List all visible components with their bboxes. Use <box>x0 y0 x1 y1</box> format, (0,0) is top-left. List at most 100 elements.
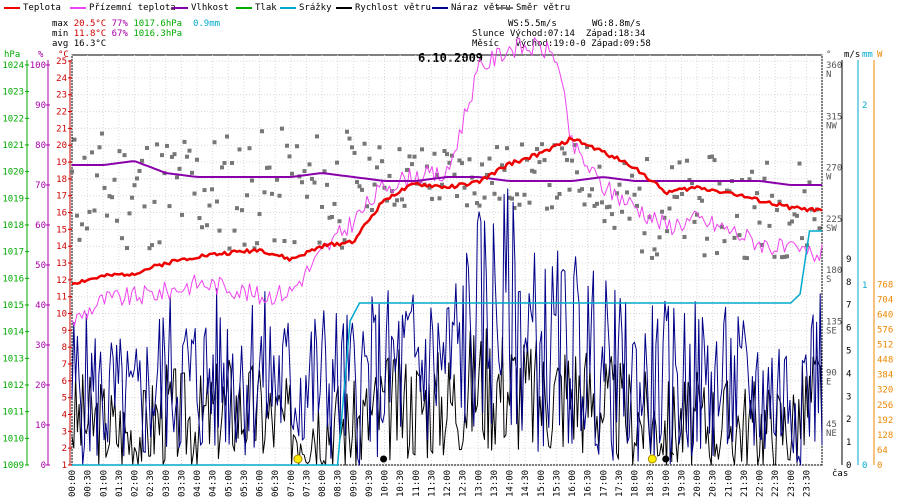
wind-direction-point <box>207 203 212 208</box>
wind-direction-point <box>192 191 197 196</box>
humidity-tick-label: 100 <box>30 61 46 71</box>
x-tick-label: 06:30 <box>271 470 281 497</box>
legend-label: Teplota <box>23 3 61 13</box>
pressure-tick-label: 1014 <box>2 328 24 338</box>
wind-direction-point <box>145 145 149 150</box>
wind-direction-point <box>642 231 647 236</box>
wind-direction-point <box>292 240 297 245</box>
wind-direction-point <box>327 215 332 220</box>
temperature-tick-label: 12 <box>56 276 67 286</box>
wind-direction-point <box>580 187 584 192</box>
wind-direction-point <box>230 161 234 166</box>
x-tick-label: 05:00 <box>224 470 234 497</box>
wind-direction-point <box>460 161 464 166</box>
wind-direction-point <box>257 212 262 217</box>
legend-item: Vlhkost <box>172 2 229 14</box>
temperature-tick-label: 11 <box>56 293 67 303</box>
x-tick-label: 14:30 <box>521 470 531 497</box>
temperature-tick-label: 5 <box>62 394 67 404</box>
x-tick-label: 09:00 <box>349 470 359 497</box>
wind-direction-point <box>650 255 654 260</box>
wind-direction-point <box>102 185 107 190</box>
solar-tick-label: 512 <box>877 341 893 351</box>
x-tick-label: 10:00 <box>381 470 391 497</box>
wind-direction-point <box>75 213 79 218</box>
wind-direction-point <box>800 236 804 241</box>
wind-direction-point <box>275 177 279 182</box>
moonset-time: Západ:09:58 <box>591 39 651 49</box>
humidity-tick-label: 10 <box>35 421 46 431</box>
wind-direction-point <box>250 178 254 183</box>
wind-direction-point <box>547 183 552 188</box>
humidity-tick-label: 50 <box>35 261 46 271</box>
x-tick-label: 02:30 <box>146 470 156 497</box>
wind-direction-point <box>505 146 509 151</box>
wind-tick-label: 2 <box>846 415 851 425</box>
direction-tick-label: NW <box>826 121 837 131</box>
x-tick-label: 23:30 <box>802 470 812 497</box>
wind-direction-point <box>372 182 377 187</box>
wind-direction-point <box>725 188 729 193</box>
wind-speed-stat: WS:5.5m/s <box>508 19 557 29</box>
temperature-tick-label: 23 <box>56 91 67 101</box>
pressure-tick-label: 1015 <box>2 301 24 311</box>
temperature-tick-label: 25 <box>56 57 67 67</box>
pressure-tick-label: 1022 <box>2 114 24 124</box>
wind-direction-point <box>702 253 707 258</box>
wind-direction-point <box>540 142 544 147</box>
x-tick-label: 12:00 <box>443 470 453 497</box>
x-tick-label: 01:00 <box>99 470 109 497</box>
wind-direction-point <box>652 247 657 252</box>
wind-direction-point <box>115 218 119 223</box>
sun-row: Slunce Východ:07:14 Západ:18:34 <box>472 29 645 39</box>
wind-direction-point <box>790 219 794 224</box>
wind-direction-point <box>530 168 534 173</box>
solar-axis-unit: W <box>877 50 883 60</box>
direction-tick-label: 135 <box>826 317 842 327</box>
wind-direction-point <box>582 202 587 207</box>
x-tick-label: 13:30 <box>490 470 500 497</box>
wind-tick-label: 4 <box>846 369 851 379</box>
wind-direction-point <box>680 191 684 196</box>
wind-direction-point <box>202 188 207 193</box>
wind-direction-point <box>362 141 367 146</box>
wind-direction-point <box>342 238 347 243</box>
solar-tick-label: 448 <box>877 356 893 366</box>
wind-direction-point <box>132 183 137 188</box>
wind-direction-point <box>147 246 152 251</box>
pressure-tick-label: 1019 <box>2 194 24 204</box>
wind-direction-point <box>735 213 739 218</box>
wind-direction-point <box>130 195 134 200</box>
wind-direction-point <box>532 169 537 174</box>
pressure-tick-label: 1017 <box>2 248 24 258</box>
wind-direction-point <box>592 203 597 208</box>
wind-direction-point <box>150 243 154 248</box>
wind-direction-point <box>560 146 564 151</box>
wind-tick-label: 6 <box>846 324 851 334</box>
rain-tick-label: 1 <box>862 281 867 291</box>
wind-direction-point <box>152 199 157 204</box>
wind-direction-point <box>212 140 217 145</box>
solar-tick-label: 576 <box>877 325 893 335</box>
wind-gust-stat: WG:8.8m/s <box>592 19 641 29</box>
wind-direction-point <box>355 180 359 185</box>
wind-direction-point <box>197 216 202 221</box>
direction-tick-label: 180 <box>826 266 842 276</box>
legend-item: Náraz větru <box>432 2 511 14</box>
wind-direction-point <box>190 170 194 175</box>
x-tick-label: 03:00 <box>162 470 172 497</box>
wind-direction-point <box>802 189 807 194</box>
wind-direction-point <box>467 157 472 162</box>
direction-tick-label: S <box>826 275 831 285</box>
wind-direction-point <box>712 158 717 163</box>
wind-direction-point <box>97 145 102 150</box>
wind-direction-point <box>620 209 624 214</box>
wind-direction-point <box>315 134 319 139</box>
pressure-tick-label: 1024 <box>2 61 24 71</box>
x-tick-label: 17:30 <box>615 470 625 497</box>
direction-tick-label: N <box>826 70 831 80</box>
wind-direction-point <box>565 157 569 162</box>
wind-direction-point <box>482 195 487 200</box>
wind-direction-point <box>760 242 764 247</box>
wind-direction-point <box>445 152 449 157</box>
